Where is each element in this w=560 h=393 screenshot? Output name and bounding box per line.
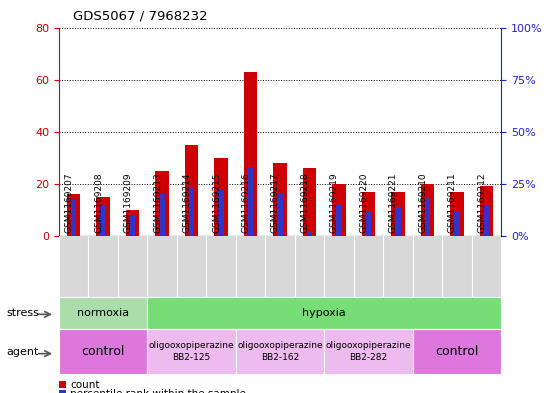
Bar [391,191,405,236]
Bar [454,211,460,236]
Bar [67,194,80,236]
Bar [244,72,257,236]
Bar [303,168,316,236]
Bar [160,194,165,236]
Bar [100,204,106,236]
Text: count: count [70,380,100,390]
Bar [277,194,283,236]
Bar [126,210,139,236]
Bar [96,197,110,236]
Text: oligooxopiperazine
BB2-282: oligooxopiperazine BB2-282 [326,342,411,362]
Bar [484,204,489,236]
Text: hypoxia: hypoxia [302,308,346,318]
Bar [130,215,135,236]
Bar [450,191,464,236]
Bar [480,186,493,236]
Bar [71,200,76,236]
Bar [362,191,375,236]
Bar [421,184,434,236]
Bar [425,198,430,236]
Bar [189,188,194,236]
Bar [218,190,223,236]
Bar [185,145,198,236]
Bar [307,231,312,236]
Text: agent: agent [7,347,39,356]
Bar [273,163,287,236]
Text: stress: stress [7,308,40,318]
Bar [155,171,169,236]
Bar [366,211,371,236]
Text: control: control [435,345,479,358]
Text: control: control [81,345,125,358]
Bar [395,207,400,236]
Bar [337,204,342,236]
Text: percentile rank within the sample: percentile rank within the sample [70,389,246,393]
Text: GDS5067 / 7968232: GDS5067 / 7968232 [73,10,207,23]
Bar [214,158,228,236]
Text: oligooxopiperazine
BB2-125: oligooxopiperazine BB2-125 [149,342,234,362]
Text: normoxia: normoxia [77,308,129,318]
Text: oligooxopiperazine
BB2-162: oligooxopiperazine BB2-162 [237,342,323,362]
Bar [332,184,346,236]
Bar [248,167,253,236]
